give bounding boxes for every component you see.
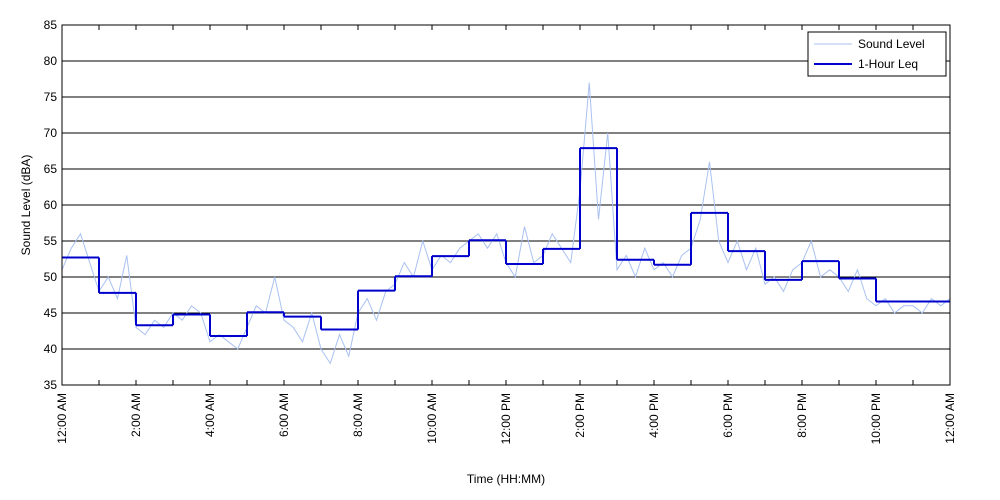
x-tick-label: 2:00 PM xyxy=(573,393,587,438)
x-tick-label: 4:00 AM xyxy=(203,393,217,437)
legend-label: 1-Hour Leq xyxy=(858,57,918,71)
y-tick-label: 35 xyxy=(44,378,58,392)
y-tick-label: 80 xyxy=(44,54,58,68)
x-tick-label: 6:00 AM xyxy=(277,393,291,437)
y-tick-label: 40 xyxy=(44,342,58,356)
y-tick-label: 75 xyxy=(44,90,58,104)
y-tick-label: 60 xyxy=(44,198,58,212)
x-tick-label: 12:00 AM xyxy=(55,393,69,444)
y-axis-label: Sound Level (dBA) xyxy=(19,155,33,256)
x-tick-label: 12:00 AM xyxy=(943,393,957,444)
x-tick-label: 8:00 PM xyxy=(795,393,809,438)
legend-box xyxy=(807,31,947,77)
x-tick-label: 10:00 AM xyxy=(425,393,439,444)
x-axis-label: Time (HH:MM) xyxy=(467,472,545,486)
legend-label: Sound Level xyxy=(858,37,925,51)
x-tick-label: 6:00 PM xyxy=(721,393,735,438)
x-tick-label: 8:00 AM xyxy=(351,393,365,437)
y-tick-label: 70 xyxy=(44,126,58,140)
y-tick-label: 65 xyxy=(44,162,58,176)
y-tick-label: 55 xyxy=(44,234,58,248)
x-tick-label: 12:00 PM xyxy=(499,393,513,444)
x-tick-label: 10:00 PM xyxy=(869,393,883,444)
y-tick-label: 50 xyxy=(44,270,58,284)
plot-frame xyxy=(61,24,951,386)
y-tick-label: 85 xyxy=(44,18,58,32)
x-tick-label: 2:00 AM xyxy=(129,393,143,437)
y-tick-label: 45 xyxy=(44,306,58,320)
x-tick-label: 4:00 PM xyxy=(647,393,661,438)
